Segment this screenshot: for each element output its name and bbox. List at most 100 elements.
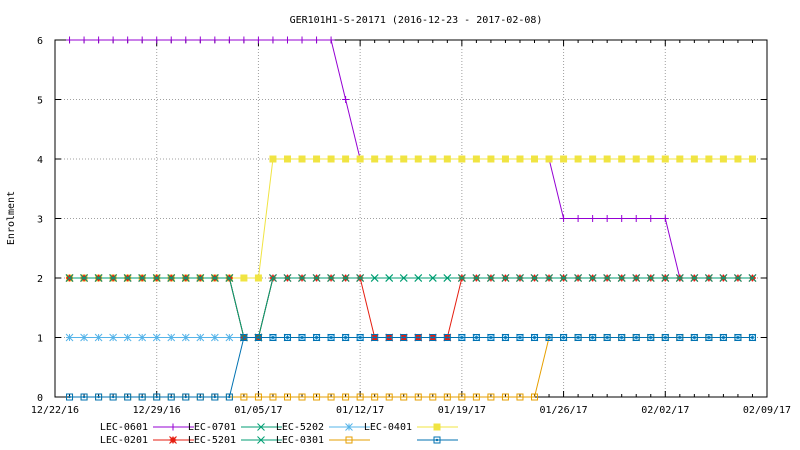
data-point	[414, 155, 422, 163]
data-point	[385, 155, 393, 163]
series-lec-0201	[65, 274, 757, 342]
data-point	[109, 333, 117, 342]
data-point	[399, 274, 408, 282]
legend-item: LEC-5201	[188, 435, 282, 446]
data-point	[385, 393, 393, 401]
data-point	[516, 155, 524, 163]
data-point	[225, 393, 233, 401]
data-point	[240, 36, 248, 44]
y-axis-label: Enrolment	[6, 191, 17, 245]
data-point	[138, 333, 147, 342]
data-point	[560, 334, 568, 341]
data-point	[618, 215, 626, 222]
data-point	[196, 274, 205, 282]
data-point	[414, 274, 423, 282]
data-point	[298, 334, 306, 341]
series-lec-0701	[65, 274, 757, 342]
data-point	[167, 333, 176, 342]
data-point	[283, 334, 291, 341]
data-point	[182, 36, 190, 44]
data-point	[65, 274, 74, 282]
x-tick-label: 12/22/16	[31, 405, 79, 416]
data-point	[458, 155, 466, 163]
data-point	[516, 274, 524, 282]
legend-item: LEC-5202	[276, 422, 370, 433]
data-point	[210, 333, 219, 342]
series-unnamed-7	[66, 334, 756, 401]
data-point	[545, 155, 553, 163]
data-point	[327, 393, 335, 401]
data-point	[574, 155, 582, 163]
data-point	[269, 393, 277, 401]
data-point	[327, 155, 335, 163]
data-point	[487, 155, 495, 163]
data-point	[167, 274, 176, 282]
data-point	[269, 334, 277, 341]
data-point	[472, 393, 480, 401]
data-point	[94, 274, 103, 282]
data-point	[472, 334, 480, 341]
data-point	[748, 274, 757, 282]
data-point	[123, 333, 132, 342]
data-point	[298, 274, 306, 282]
data-point	[443, 393, 451, 401]
data-point	[589, 215, 597, 222]
data-point	[95, 36, 103, 44]
y-tick-label: 6	[37, 36, 43, 47]
data-point	[269, 36, 277, 44]
data-point	[240, 393, 248, 401]
legend-swatch-marker	[345, 423, 353, 431]
data-point	[342, 155, 350, 163]
data-point	[472, 274, 481, 282]
data-point	[95, 393, 103, 401]
legend-swatch-marker	[257, 436, 265, 444]
data-point	[313, 36, 321, 44]
data-point	[254, 393, 262, 401]
series-line	[69, 337, 753, 398]
data-point	[269, 274, 277, 282]
data-point	[124, 393, 132, 401]
data-point	[414, 393, 422, 401]
series-line	[69, 277, 753, 338]
data-point	[676, 334, 684, 341]
y-tick-label: 2	[37, 274, 43, 285]
y-tick-label: 3	[37, 215, 43, 226]
data-point	[210, 274, 219, 282]
data-point	[153, 393, 161, 401]
legend-label: LEC-0201	[100, 435, 148, 446]
data-point	[618, 334, 626, 341]
data-point	[341, 274, 350, 282]
data-point	[646, 274, 655, 282]
legend-item: LEC-0301	[276, 435, 370, 446]
data-point	[443, 334, 451, 341]
data-point	[152, 274, 161, 282]
data-point	[429, 334, 437, 341]
data-point	[603, 334, 611, 341]
data-point	[371, 334, 379, 341]
data-point	[545, 274, 553, 282]
data-point	[661, 215, 669, 222]
data-point	[458, 334, 466, 341]
data-point	[458, 274, 466, 282]
series-layer	[65, 36, 757, 401]
data-point	[371, 393, 379, 401]
data-point	[428, 274, 437, 282]
legend-label: LEC-5201	[188, 435, 236, 446]
data-point	[80, 393, 88, 401]
data-point	[124, 36, 132, 44]
legend-item: LEC-0401	[364, 422, 458, 433]
data-point	[152, 333, 161, 342]
data-point	[225, 36, 233, 44]
data-point	[501, 274, 510, 282]
x-tick-label: 02/09/17	[743, 405, 791, 416]
data-point	[356, 155, 364, 163]
data-point	[80, 333, 88, 342]
data-point	[719, 334, 727, 341]
y-tick-label: 5	[37, 96, 43, 107]
data-point	[138, 274, 147, 282]
legend: LEC-0601 LEC-0701 LEC-5202 LEC-0401 LEC-0201…	[100, 422, 458, 446]
data-point	[385, 334, 393, 341]
data-point	[661, 274, 670, 282]
data-point	[167, 393, 175, 401]
series-line	[69, 337, 753, 398]
